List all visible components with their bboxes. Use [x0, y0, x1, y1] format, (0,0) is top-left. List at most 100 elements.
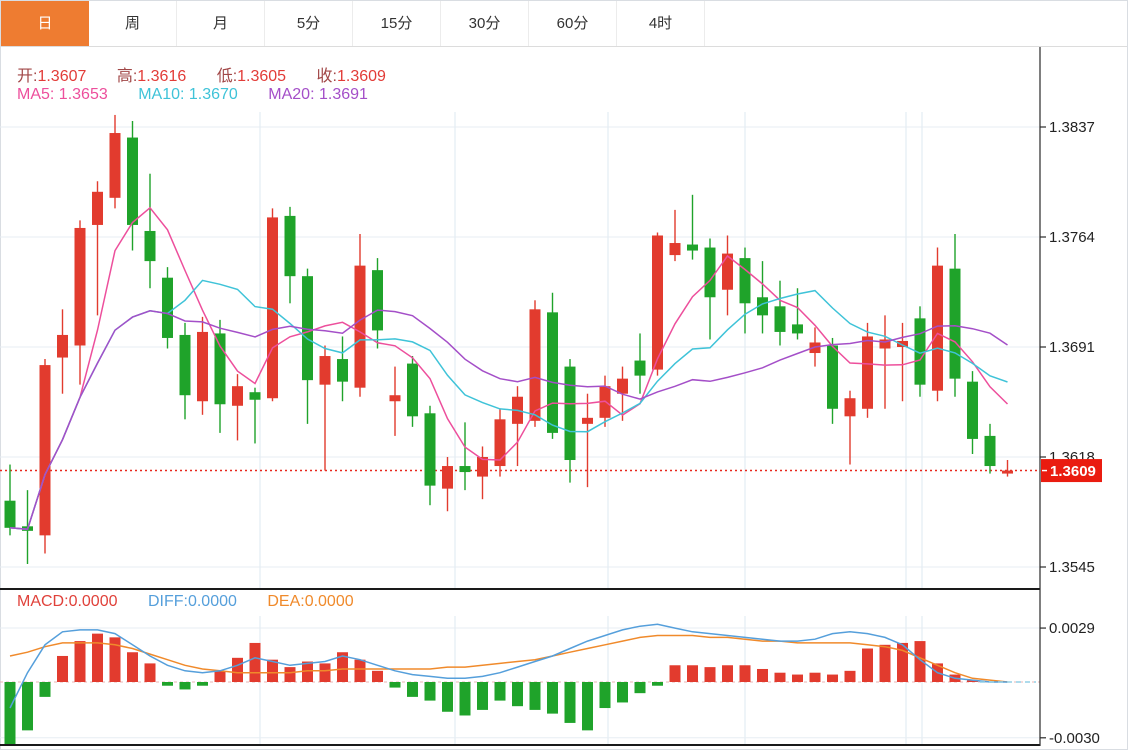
macd-bar: [22, 682, 33, 731]
candle-body[interactable]: [267, 217, 278, 399]
ohlc-legend: 开:1.3607 高:1.3616 低:1.3605 收:1.3609: [17, 62, 412, 86]
candle-body[interactable]: [739, 258, 751, 304]
candle-body[interactable]: [57, 334, 68, 358]
candle-body[interactable]: [494, 419, 506, 467]
candle-body[interactable]: [284, 215, 296, 277]
candle-body[interactable]: [757, 297, 768, 316]
macd-bar: [809, 672, 821, 682]
candle-body[interactable]: [792, 324, 803, 334]
candle-body[interactable]: [477, 457, 488, 477]
macd-bar: [302, 661, 313, 682]
candle-body[interactable]: [197, 331, 208, 402]
macd-bar: [57, 655, 68, 682]
diff-value: 0.0000: [187, 593, 237, 610]
vertical-gridlines: [259, 112, 923, 744]
candle-body[interactable]: [932, 265, 943, 391]
candle-body[interactable]: [879, 339, 891, 349]
candles[interactable]: [4, 114, 1014, 564]
ma5-line: [9, 206, 1009, 531]
high-value: 1.3616: [137, 68, 187, 85]
candle-body[interactable]: [214, 333, 226, 405]
tab-15min[interactable]: 15分: [353, 1, 441, 46]
tab-4hour[interactable]: 4时: [617, 1, 705, 46]
candle-body[interactable]: [722, 253, 733, 290]
macd-bar: [4, 682, 16, 744]
open-readout: 开:1.3607: [17, 68, 86, 85]
macd-bar: [214, 670, 226, 682]
high-readout: 高:1.3616: [117, 68, 186, 85]
candle-body[interactable]: [144, 230, 156, 262]
candle-body[interactable]: [914, 318, 926, 385]
macd-bar: [582, 682, 593, 731]
candle-body[interactable]: [337, 359, 348, 382]
open-value: 1.3607: [37, 68, 87, 85]
macd-bar: [599, 682, 611, 709]
close-readout: 收:1.3609: [317, 68, 386, 85]
candle-body[interactable]: [704, 247, 716, 298]
candle-body[interactable]: [687, 244, 698, 251]
candle-body[interactable]: [4, 500, 16, 528]
candle-body[interactable]: [634, 360, 646, 376]
candle-body[interactable]: [354, 265, 366, 388]
candle-body[interactable]: [92, 191, 103, 225]
macd-bar: [267, 659, 278, 682]
candle-body[interactable]: [39, 365, 51, 536]
macd-bar: [162, 682, 173, 686]
candle-body[interactable]: [127, 137, 138, 225]
candle-body[interactable]: [617, 378, 628, 394]
candle-body[interactable]: [984, 435, 996, 467]
macd-bar: [389, 682, 401, 688]
macd-bar: [967, 680, 978, 682]
macd-bar: [407, 682, 418, 697]
candle-body[interactable]: [179, 334, 191, 396]
candle-body[interactable]: [372, 270, 383, 331]
candle-body[interactable]: [652, 235, 663, 370]
ma5-readout: MA5: 1.3653: [17, 86, 108, 103]
tab-week[interactable]: 周: [89, 1, 177, 46]
tab-month[interactable]: 月: [177, 1, 265, 46]
macd-bar: [459, 682, 471, 716]
macd-bar: [442, 682, 453, 712]
macd-bar: [617, 682, 628, 703]
macd-bar: [914, 641, 926, 682]
candle-body[interactable]: [564, 366, 576, 461]
candle-body[interactable]: [162, 277, 173, 338]
tab-day[interactable]: 日: [1, 1, 89, 46]
candle-body[interactable]: [424, 413, 436, 486]
candle-body[interactable]: [967, 381, 978, 439]
candle-body[interactable]: [442, 466, 453, 489]
tab-5min[interactable]: 5分: [265, 1, 353, 46]
candle-body[interactable]: [669, 243, 681, 256]
macd-bar: [477, 682, 488, 710]
horizontal-gridlines: [0, 126, 1040, 739]
candle-body[interactable]: [407, 363, 418, 417]
candle-body[interactable]: [774, 306, 786, 332]
candle-body[interactable]: [232, 386, 243, 406]
candle-body[interactable]: [1002, 470, 1013, 474]
candle-body[interactable]: [109, 133, 121, 198]
candle-body[interactable]: [389, 395, 401, 402]
low-readout: 低:1.3605: [217, 68, 286, 85]
candle-body[interactable]: [949, 268, 961, 379]
candle-body[interactable]: [319, 356, 331, 385]
candle-body[interactable]: [249, 392, 261, 400]
candle-body[interactable]: [844, 398, 856, 417]
candle-body[interactable]: [862, 336, 873, 409]
tab-30min[interactable]: 30分: [441, 1, 529, 46]
close-value: 1.3609: [336, 68, 386, 85]
macd-bar: [774, 672, 786, 682]
tab-60min[interactable]: 60分: [529, 1, 617, 46]
macd-bar: [687, 665, 698, 682]
candle-body[interactable]: [897, 340, 908, 347]
candle-body[interactable]: [459, 466, 471, 473]
candle-body[interactable]: [547, 312, 558, 433]
candle-body[interactable]: [827, 345, 838, 409]
macd-value: 0.0000: [68, 593, 118, 610]
candle-body[interactable]: [302, 276, 313, 381]
candle-body[interactable]: [529, 309, 541, 421]
macd-bar: [564, 682, 576, 723]
candle-body[interactable]: [74, 227, 86, 346]
candle-body[interactable]: [582, 417, 593, 424]
macd-bar: [337, 652, 348, 682]
